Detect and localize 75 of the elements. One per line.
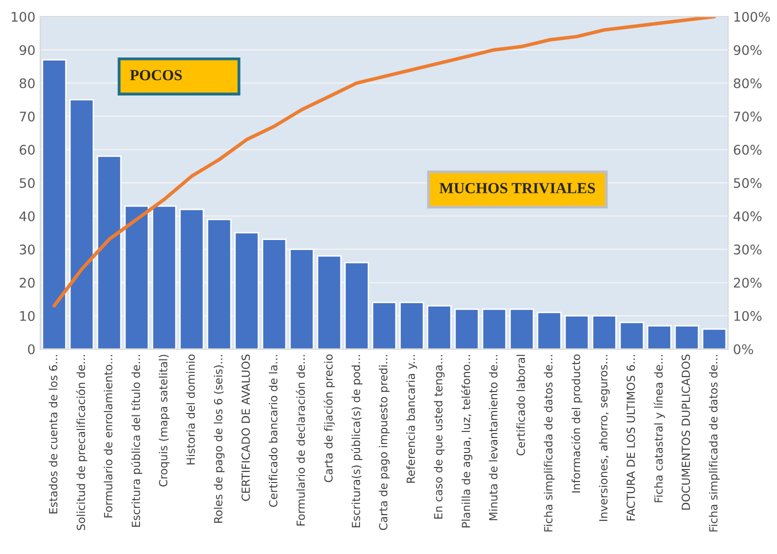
y2-tick-label: 80%	[734, 78, 762, 88]
bar	[536, 312, 562, 350]
x-tick-label: CERTIFICADO DE AVALUOS	[242, 354, 250, 501]
bar	[289, 248, 314, 350]
x-tick-label: Minuta de levantamiento de...	[488, 355, 498, 520]
y-tick-label: 90	[20, 45, 35, 56]
x-tick-label: FACTURA DE LOS ULTIMOS 6...	[626, 355, 636, 520]
bar	[399, 302, 424, 350]
x-tick-label: Información del producto	[571, 354, 582, 492]
x-tick-label: Certificado bancario de la...	[268, 355, 278, 507]
y2-tick-label: 20%	[734, 278, 762, 288]
x-tick-label: Certificado laboral	[516, 354, 525, 456]
x-tick-label: Escritura(s) pública(s) de pod...	[351, 355, 362, 528]
bar	[592, 315, 617, 350]
y-tick-label: 0	[28, 344, 35, 354]
x-tick-label: Estados de cuenta de los 6...	[48, 355, 58, 514]
line-series	[52, 16, 716, 308]
bar	[454, 308, 480, 350]
y2-tick-label: 90%	[734, 45, 762, 56]
bar	[426, 305, 452, 350]
y-tick-label: 40	[19, 211, 35, 222]
y2-tick-label: 100%	[734, 12, 770, 22]
bar	[234, 232, 260, 350]
x-tick-label: Referencia bancaria y...	[406, 355, 418, 483]
y-tick-label: 50	[20, 178, 35, 188]
bar	[564, 315, 590, 350]
bar	[316, 255, 342, 350]
bar	[206, 218, 232, 350]
x-tick-label: Ficha simplificada de datos de...	[544, 355, 555, 532]
y2-tick-label: 70%	[734, 112, 762, 122]
y-tick-label: 30	[20, 244, 35, 254]
x-tick-label: Planilla de agua, luz, teléfono...	[461, 355, 472, 528]
bar	[509, 308, 534, 350]
bar	[96, 156, 122, 350]
y2-tick-label: 50%	[734, 178, 762, 188]
y2-tick-label: 10%	[734, 311, 762, 321]
y-tick-label: 80	[20, 78, 35, 88]
bar	[179, 208, 204, 350]
x-tick-label: En caso de que usted tenga...	[434, 355, 445, 519]
y-tick-label: 20	[20, 278, 35, 288]
bar	[619, 322, 644, 350]
annotation: MUCHOS TRIVIALES	[440, 183, 595, 194]
bar	[646, 325, 672, 350]
bar	[344, 262, 370, 350]
x-tick-label: Formulario de declaración de...	[296, 355, 305, 526]
y2-tick-label: 0%	[734, 344, 754, 354]
annotation: POCOS	[130, 70, 182, 80]
x-tick-label: DOCUMENTOS DUPLICADOS	[682, 354, 690, 510]
x-tick-label: Solicitud de precalificación de...	[76, 355, 88, 530]
x-tick-label: Croquis (mapa satelital)	[158, 354, 170, 487]
x-tick-label: Carta de fijación precio	[324, 354, 335, 482]
x-tick-label: Roles de pago de los 6 (seis)...	[214, 355, 225, 523]
bar	[372, 302, 397, 350]
x-tick-label: Formulario de enrolamiento...	[104, 355, 112, 518]
x-tick-label: Escritura pública del título de...	[131, 355, 142, 527]
y2-tick-label: 30%	[734, 244, 762, 254]
y-tick-label: 60	[20, 144, 35, 155]
y2-tick-label: 40%	[734, 211, 762, 222]
bar	[124, 205, 150, 350]
x-tick-label: Ficha catastral y línea de...	[654, 355, 665, 502]
bar	[482, 308, 507, 350]
y2-tick-label: 60%	[734, 144, 762, 155]
x-tick-label: Historia del dominio	[186, 354, 195, 464]
x-tick-label: Carta de pago impuesto predi...	[378, 355, 390, 530]
bar	[152, 205, 177, 350]
y-tick-label: 100	[12, 12, 35, 22]
bar	[42, 59, 67, 350]
y-tick-label: 70	[20, 112, 35, 122]
x-tick-label: Inversiones, ahorro, seguros...	[598, 355, 610, 521]
x-tick-label: Ficha simplificada de datos de...	[708, 355, 720, 532]
bar	[262, 238, 287, 350]
bar	[69, 99, 94, 350]
y-tick-label: 10	[20, 311, 35, 321]
bar	[674, 325, 700, 350]
bar	[702, 328, 727, 350]
